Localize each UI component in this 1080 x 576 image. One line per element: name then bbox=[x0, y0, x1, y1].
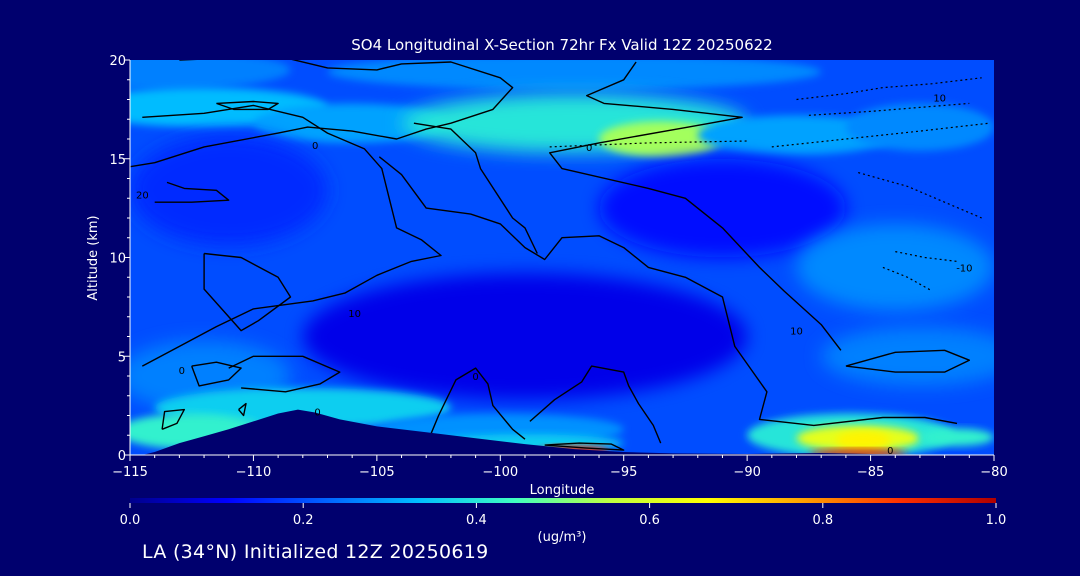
concentration-region bbox=[130, 135, 328, 246]
negative-contour-line bbox=[895, 251, 958, 262]
contour-line bbox=[191, 361, 242, 387]
colorbar-label: (ug/m³) bbox=[538, 530, 587, 545]
contour-label: 10 bbox=[933, 94, 946, 105]
initialization-caption: LA (34°N) Initialized 12Z 20250619 bbox=[142, 541, 489, 563]
colorbar-tick-label: 0.8 bbox=[812, 513, 833, 528]
x-tick-label: −110 bbox=[236, 465, 272, 480]
y-tick-label: 15 bbox=[109, 153, 126, 168]
x-tick-label: −85 bbox=[857, 465, 884, 480]
concentration-region bbox=[327, 60, 822, 90]
x-tick-label: −105 bbox=[359, 465, 395, 480]
contour-line bbox=[130, 60, 514, 168]
colorbar-tick-label: 0.6 bbox=[639, 513, 660, 528]
concentration-region bbox=[796, 223, 994, 311]
y-tick-label: 20 bbox=[109, 54, 126, 69]
contour-line bbox=[544, 442, 625, 451]
terrain-silhouette bbox=[130, 409, 994, 455]
negative-contour-line bbox=[882, 266, 933, 292]
contour-label: 0 bbox=[314, 408, 320, 419]
y-tick-label: 10 bbox=[109, 252, 126, 267]
colorbar-tick-label: 1.0 bbox=[986, 513, 1007, 528]
contour-line bbox=[413, 122, 538, 254]
x-tick-label: −100 bbox=[482, 465, 518, 480]
contour-label: 0 bbox=[586, 143, 592, 154]
contour-label: 10 bbox=[790, 327, 803, 338]
concentration-region bbox=[836, 431, 891, 450]
x-tick-label: −80 bbox=[980, 465, 1007, 480]
contour-label: 10 bbox=[348, 309, 361, 320]
colorbar-tick-label: 0.2 bbox=[293, 513, 314, 528]
concentration-region bbox=[130, 60, 291, 90]
concentration-region bbox=[845, 103, 994, 151]
contour-line bbox=[378, 156, 958, 427]
contour-line bbox=[430, 367, 526, 440]
contour-line bbox=[203, 252, 292, 332]
colorbar-ticks: 0.0 0.2 0.4 0.6 0.8 1.0 bbox=[120, 503, 1007, 528]
y-axis-label: Altitude (km) bbox=[86, 215, 101, 300]
contour-lines bbox=[130, 60, 990, 451]
y-tick-label: 0 bbox=[118, 449, 126, 464]
colorbar bbox=[130, 498, 996, 503]
concentration-region bbox=[821, 326, 994, 386]
concentration-region bbox=[697, 115, 896, 155]
contour-line bbox=[529, 365, 662, 444]
negative-contour-line bbox=[858, 172, 982, 219]
contour-line bbox=[141, 104, 442, 367]
concentration-region bbox=[919, 428, 994, 447]
x-tick-label: −90 bbox=[733, 465, 760, 480]
contour-line bbox=[161, 408, 186, 430]
contour-line bbox=[238, 402, 247, 417]
contour-line bbox=[154, 181, 230, 203]
x-tick-label: −95 bbox=[610, 465, 637, 480]
concentration-region bbox=[599, 121, 723, 157]
contour-labels: 10 0 0 20 -10 10 10 0 0 0 0 bbox=[136, 94, 973, 458]
concentration-field bbox=[130, 60, 994, 455]
contour-line bbox=[228, 355, 341, 393]
contour-line bbox=[845, 349, 970, 373]
contour-label: 20 bbox=[136, 190, 149, 201]
x-tick-label: −115 bbox=[112, 465, 148, 480]
chart-title: SO4 Longitudinal X-Section 72hr Fx Valid… bbox=[351, 36, 772, 54]
y-axis-ticks: 0 5 10 15 20 bbox=[109, 54, 130, 464]
contour-label: 0 bbox=[179, 366, 185, 377]
contour-line bbox=[216, 100, 279, 111]
contour-label: 0 bbox=[312, 141, 318, 152]
x-axis-ticks: −115 −110 −105 −100 −95 −90 −85 −80 bbox=[112, 455, 1008, 480]
x-axis-label: Longitude bbox=[530, 483, 595, 498]
concentration-region bbox=[599, 158, 846, 258]
contour-label: -10 bbox=[956, 263, 972, 274]
concentration-region bbox=[253, 103, 451, 143]
contour-label: 0 bbox=[887, 446, 893, 457]
concentration-region bbox=[302, 273, 748, 400]
negative-contour-line bbox=[771, 122, 990, 148]
contour-line bbox=[549, 61, 842, 351]
y-tick-label: 5 bbox=[118, 350, 126, 365]
negative-contour-line bbox=[808, 102, 970, 116]
contour-label: 0 bbox=[472, 372, 478, 383]
colorbar-tick-label: 0.4 bbox=[466, 513, 487, 528]
colorbar-tick-label: 0.0 bbox=[120, 513, 141, 528]
